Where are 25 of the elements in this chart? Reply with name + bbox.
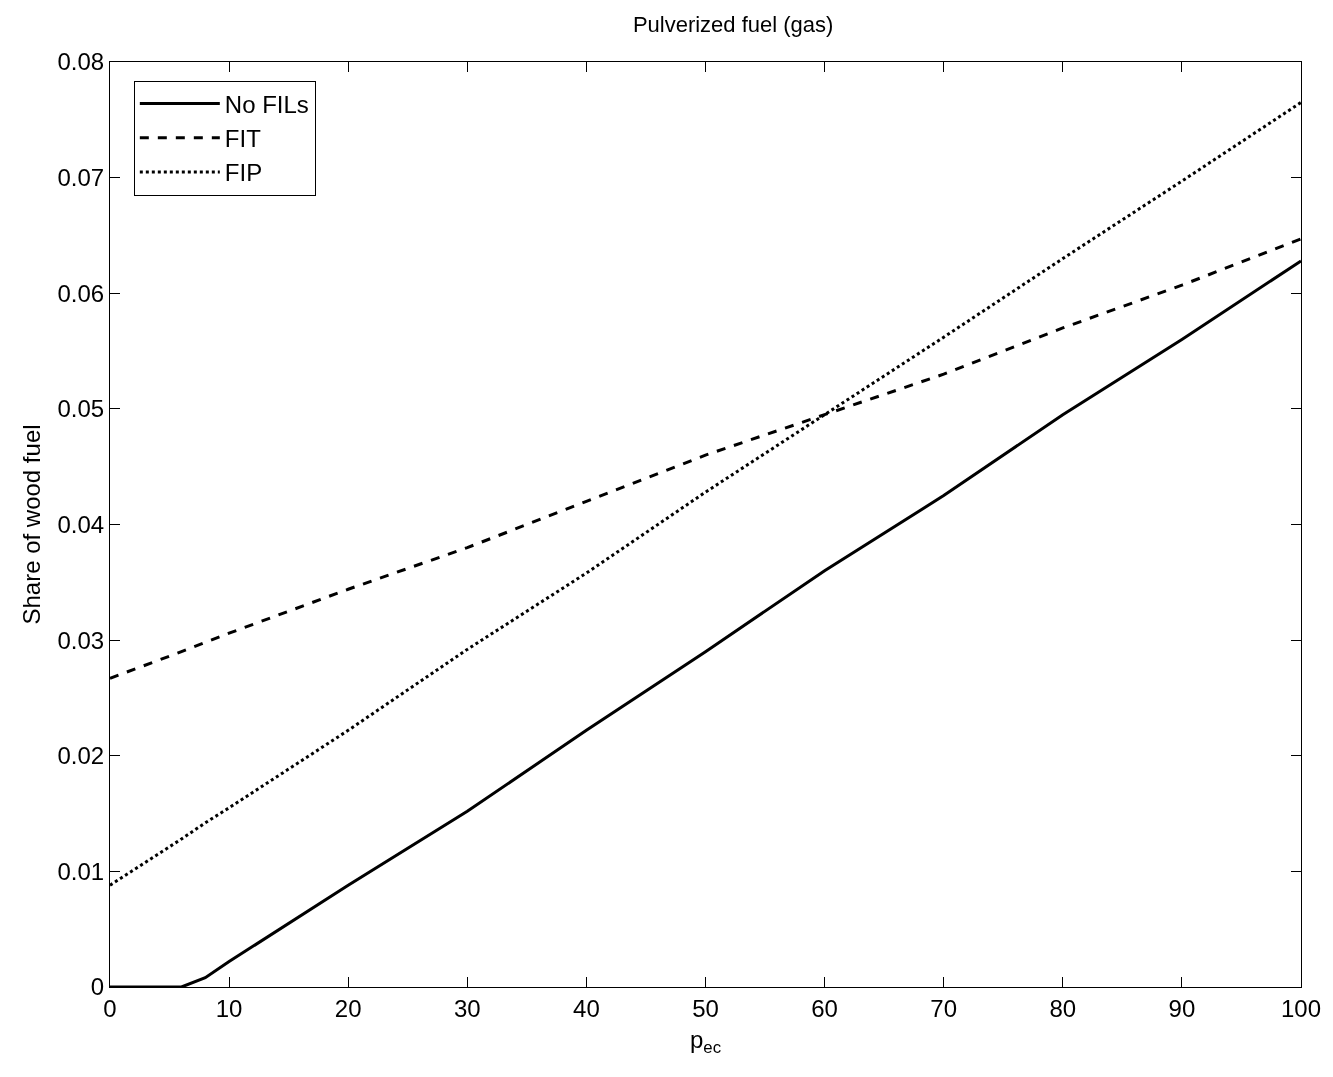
y-tick-label: 0.02 [57, 742, 105, 770]
y-tick-label: 0.08 [57, 48, 105, 76]
x-axis-title: p$_{ec}$ [689, 1026, 722, 1058]
y-tick-label: 0.05 [57, 395, 105, 423]
legend-label: FIT [224, 125, 262, 153]
x-tick-label: 60 [811, 994, 838, 1022]
chart-title: Pulverized fuel (gas) [632, 11, 834, 37]
x-tick-label: 40 [573, 994, 600, 1022]
x-tick-label: 90 [1168, 994, 1196, 1022]
x-tick-label: 70 [930, 994, 958, 1022]
x-tick-label: 50 [692, 994, 719, 1022]
legend-label: No FILs [224, 90, 309, 118]
y-tick-label: 0.03 [57, 626, 105, 654]
y-tick-label: 0.04 [57, 510, 105, 538]
x-tick-label: 80 [1049, 994, 1077, 1022]
legend-label: FIP [224, 159, 263, 187]
x-tick-label: 20 [334, 994, 362, 1022]
y-tick-label: 0.07 [57, 164, 105, 192]
x-tick-label: 30 [453, 994, 481, 1022]
y-axis-title: Share of wood fuel [17, 424, 45, 625]
y-tick-label: 0 [90, 973, 105, 1001]
y-tick-label: 0.06 [57, 279, 105, 307]
x-tick-label: 100 [1280, 994, 1322, 1022]
y-tick-label: 0.01 [57, 857, 105, 885]
x-tick-label: 10 [215, 994, 243, 1022]
